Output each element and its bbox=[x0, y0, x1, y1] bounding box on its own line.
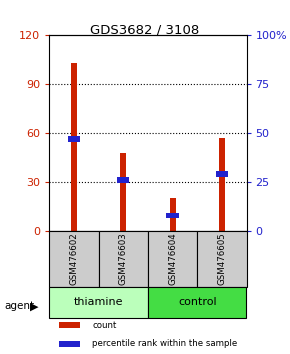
Bar bbox=[68, 136, 80, 142]
Bar bbox=[99, 231, 148, 286]
Bar bbox=[170, 199, 175, 231]
Bar bbox=[216, 171, 228, 177]
Bar bbox=[59, 322, 80, 328]
Text: thiamine: thiamine bbox=[74, 297, 123, 307]
Text: percentile rank within the sample: percentile rank within the sample bbox=[92, 339, 238, 348]
Text: count: count bbox=[92, 320, 117, 330]
Bar bbox=[49, 286, 148, 318]
Text: control: control bbox=[178, 297, 217, 307]
Bar bbox=[117, 177, 129, 183]
Bar bbox=[59, 341, 80, 347]
Text: GSM476603: GSM476603 bbox=[119, 233, 128, 285]
Text: GDS3682 / 3108: GDS3682 / 3108 bbox=[90, 23, 200, 36]
Bar bbox=[120, 153, 126, 231]
Bar bbox=[148, 231, 197, 286]
Text: agent: agent bbox=[4, 301, 35, 311]
Bar bbox=[197, 231, 246, 286]
Bar bbox=[148, 286, 246, 318]
Text: GSM476605: GSM476605 bbox=[217, 233, 226, 285]
Text: GSM476604: GSM476604 bbox=[168, 233, 177, 285]
Bar bbox=[219, 138, 225, 231]
Bar bbox=[71, 63, 77, 231]
Text: ▶: ▶ bbox=[30, 301, 39, 311]
Text: GSM476602: GSM476602 bbox=[69, 233, 79, 285]
Bar bbox=[49, 231, 99, 286]
Bar bbox=[166, 213, 179, 218]
